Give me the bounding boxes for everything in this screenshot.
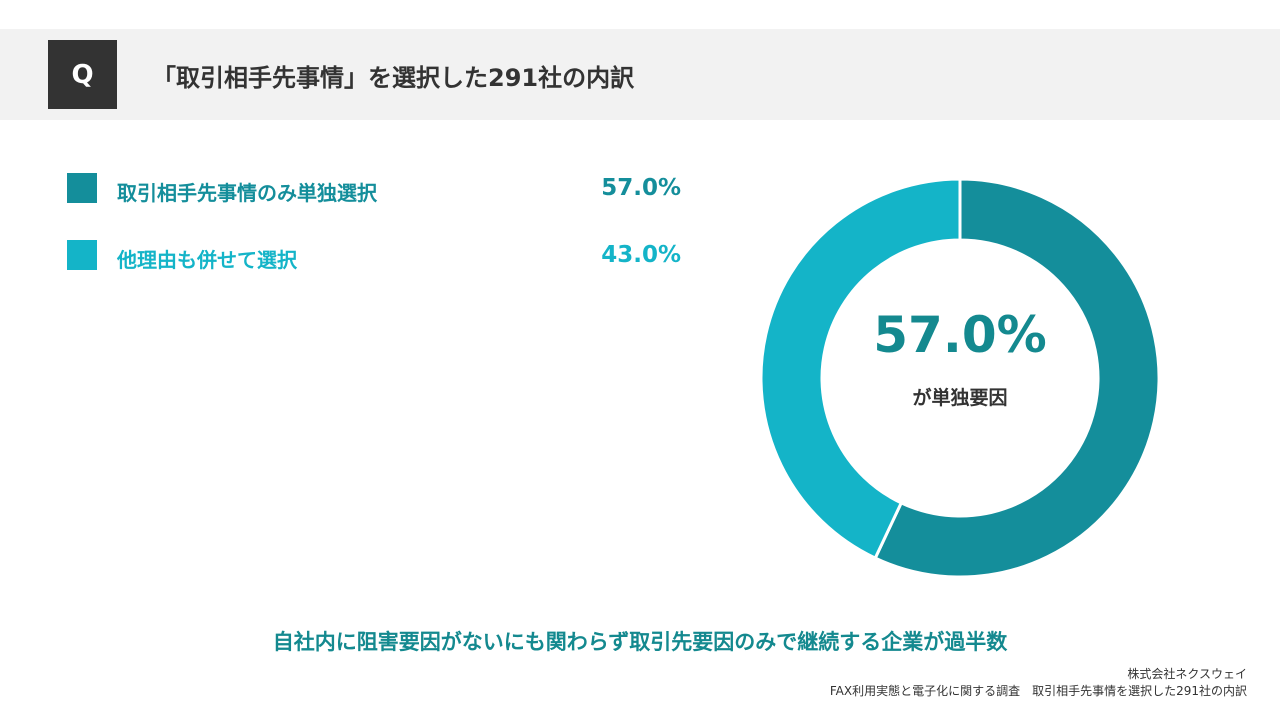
donut-center-caption: が単独要因 xyxy=(912,387,1008,409)
page-title: 「取引相手先事情」を選択した291社の内訳 xyxy=(152,64,635,92)
source-note: FAX利用実態と電子化に関する調査 取引相手先事情を選択した291社の内訳 xyxy=(829,684,1247,698)
company-name: 株式会社ネクスウェイ xyxy=(1127,667,1247,681)
legend-label-solo: 取引相手先事情のみ単独選択 xyxy=(117,181,377,205)
legend-label-combined: 他理由も併せて選択 xyxy=(117,248,297,272)
legend-item-solo: 取引相手先事情のみ単独選択 57.0% xyxy=(67,173,687,205)
legend-item-combined: 他理由も併せて選択 43.0% xyxy=(67,240,687,272)
legend-swatch-combined xyxy=(67,240,97,270)
header-band xyxy=(0,29,1280,120)
legend-value-solo: 57.0% xyxy=(601,175,681,201)
conclusion-text: 自社内に阻害要因がないにも関わらず取引先要因のみで継続する企業が過半数 xyxy=(272,630,1008,654)
donut-center-value: 57.0% xyxy=(873,306,1047,364)
donut-slice-combined xyxy=(760,178,962,561)
donut-slice-solo xyxy=(873,178,1160,578)
donut-chart: 57.0% が単独要因 xyxy=(760,178,1160,578)
donut-svg xyxy=(760,178,1160,578)
legend-swatch-solo xyxy=(67,173,97,203)
legend-value-combined: 43.0% xyxy=(601,242,681,268)
question-badge: Q xyxy=(48,40,117,109)
